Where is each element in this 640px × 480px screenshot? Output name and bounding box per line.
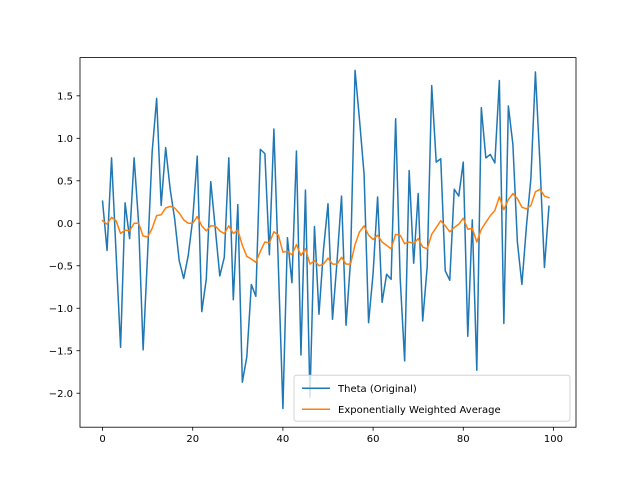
series-line-0 <box>101 69 550 410</box>
legend-label-0: Theta (Original) <box>337 384 417 395</box>
y-tick-label: −0.5 <box>49 261 73 272</box>
plot-frame <box>79 57 577 428</box>
series-line-1 <box>101 188 550 267</box>
x-tick-label: 0 <box>99 434 105 445</box>
y-axis: −2.0 −1.5 −1.0 −0.5 0.0 0.5 1.0 1.5 <box>49 91 80 400</box>
x-tick-label: 40 <box>277 434 290 445</box>
x-tick-label: 60 <box>367 434 380 445</box>
legend-box <box>293 374 571 422</box>
legend: Theta (Original) Exponentially Weighted A… <box>293 374 571 422</box>
x-tick-label: 20 <box>186 434 199 445</box>
x-axis: 0 20 40 60 80 100 <box>99 427 563 445</box>
plot-lines <box>101 69 550 410</box>
legend-label-1: Exponentially Weighted Average <box>338 405 501 416</box>
y-tick-label: 0.0 <box>57 219 73 230</box>
y-tick-label: −1.0 <box>49 304 73 315</box>
y-tick-label: 1.5 <box>57 91 73 102</box>
x-tick-label: 100 <box>544 434 563 445</box>
x-tick-label: 80 <box>457 434 470 445</box>
y-tick-label: 0.5 <box>57 176 73 187</box>
y-tick-label: 1.0 <box>57 134 73 145</box>
y-tick-label: −1.5 <box>49 346 73 357</box>
y-tick-label: −2.0 <box>49 389 73 400</box>
